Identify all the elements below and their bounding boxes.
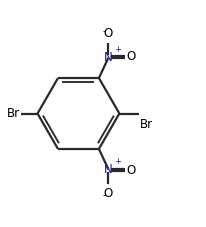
Text: N: N [104,163,113,176]
Text: O: O [126,50,136,63]
Text: +: + [114,45,121,54]
Text: O: O [104,187,113,200]
Text: N: N [104,51,113,64]
Text: +: + [114,157,121,166]
Text: -: - [103,190,107,200]
Text: Br: Br [7,107,20,120]
Text: -: - [103,27,107,37]
Text: O: O [126,164,136,177]
Text: O: O [104,27,113,40]
Text: Br: Br [140,118,153,131]
